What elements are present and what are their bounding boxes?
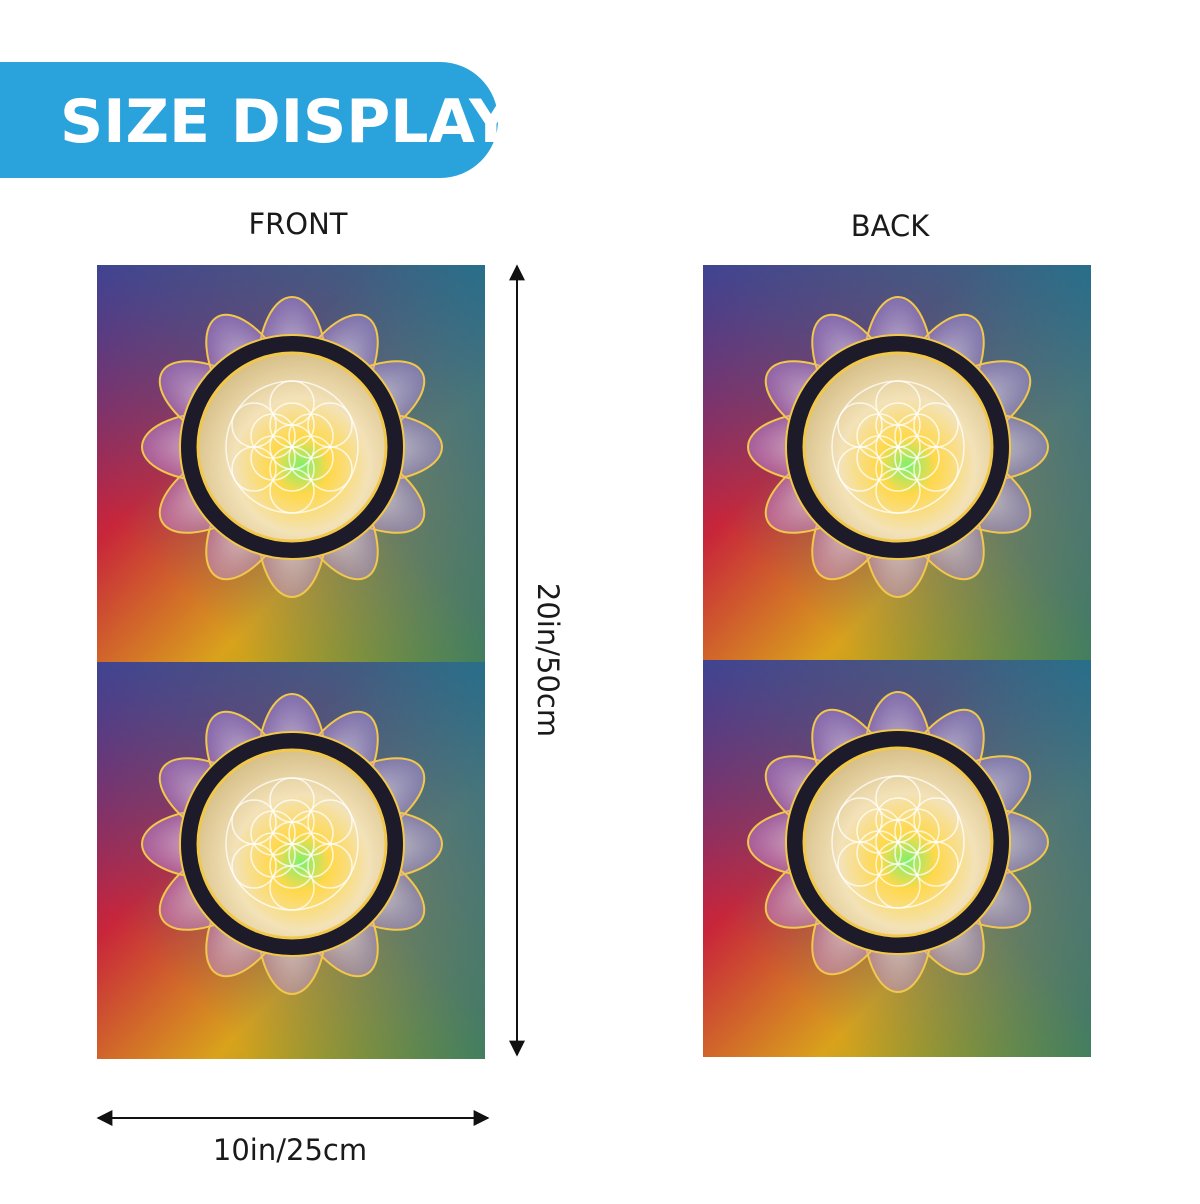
front-panels [95,263,487,1061]
back-label: BACK [851,209,930,243]
height-label: 20in/50cm [531,583,565,737]
width-label: 10in/25cm [213,1133,367,1167]
front-label: FRONT [248,207,347,241]
banner-title: SIZE DISPLAY [60,87,514,157]
banner [0,62,498,178]
back-panels [701,263,1093,1059]
